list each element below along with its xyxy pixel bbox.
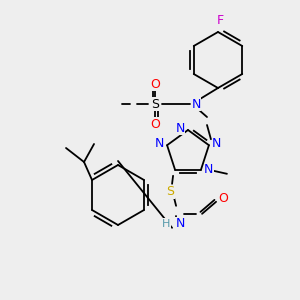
Text: F: F — [216, 14, 224, 26]
Text: N: N — [175, 122, 185, 134]
Text: N: N — [154, 137, 164, 150]
Text: S: S — [166, 185, 174, 198]
Text: N: N — [212, 137, 222, 150]
Text: N: N — [204, 163, 214, 176]
Text: H: H — [162, 219, 170, 229]
Text: O: O — [218, 192, 228, 205]
Text: S: S — [151, 98, 159, 110]
Text: O: O — [150, 77, 160, 91]
Text: O: O — [150, 118, 160, 130]
Text: N: N — [191, 98, 201, 110]
Text: N: N — [176, 217, 185, 230]
